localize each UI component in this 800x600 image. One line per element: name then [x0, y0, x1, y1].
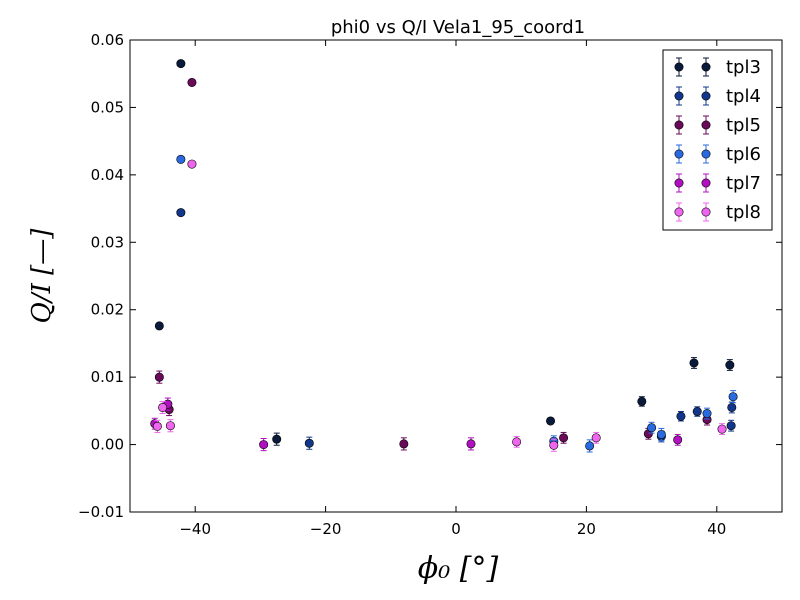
legend-marker [674, 120, 684, 130]
data-point [546, 416, 556, 426]
legend-marker [701, 207, 711, 217]
data-point [647, 423, 657, 433]
legend-marker [674, 62, 684, 72]
data-point [399, 439, 409, 449]
legend-marker [674, 91, 684, 101]
x-tick-label: 40 [707, 520, 726, 538]
x-axis-label: ϕ₀ [°] [418, 551, 499, 586]
data-point [165, 421, 175, 431]
data-point [154, 321, 164, 331]
data-point [717, 424, 727, 434]
legend-marker [701, 62, 711, 72]
data-point [727, 402, 737, 412]
data-point [728, 392, 738, 402]
series-tpl4 [176, 208, 737, 450]
legend-marker [701, 120, 711, 130]
x-tick-label: 0 [451, 520, 461, 538]
legend-marker [701, 178, 711, 188]
data-point [187, 77, 197, 87]
data-point [152, 421, 162, 431]
data-point [187, 159, 197, 169]
y-tick-label: −0.01 [78, 503, 124, 521]
y-tick-label: 0.05 [91, 98, 124, 116]
legend-label: tpl3 [726, 57, 761, 78]
data-point [158, 402, 168, 412]
y-tick-label: 0.02 [91, 301, 124, 319]
y-tick-label: 0.01 [91, 368, 124, 386]
data-point [585, 441, 595, 451]
legend-label: tpl7 [726, 173, 761, 194]
legend-label: tpl5 [726, 115, 761, 136]
x-tick-label: −20 [310, 520, 342, 538]
data-point [176, 59, 186, 69]
y-tick-label: 0.04 [91, 166, 124, 184]
y-tick-label: 0.06 [91, 31, 124, 49]
data-point [559, 433, 569, 443]
legend-label: tpl8 [726, 202, 761, 223]
x-tick-label: −40 [179, 520, 211, 538]
series-tpl3 [154, 59, 735, 446]
legend-label: tpl4 [726, 86, 761, 107]
data-point [692, 407, 702, 417]
y-tick-label: 0.03 [91, 233, 124, 251]
data-point [272, 434, 282, 444]
data-point [591, 433, 601, 443]
data-point [725, 360, 735, 370]
legend-marker [674, 149, 684, 159]
x-tick-label: 20 [577, 520, 596, 538]
data-point [702, 409, 712, 419]
data-point [304, 438, 314, 448]
chart-title: phi0 vs Q/I Vela1_95_coord1 [331, 17, 585, 38]
data-point [549, 440, 559, 450]
data-point [176, 208, 186, 218]
data-point [466, 439, 476, 449]
legend-label: tpl6 [726, 144, 761, 165]
data-points [150, 59, 738, 453]
series-tpl8 [152, 159, 727, 452]
y-axis: −0.01 0.00 0.01 0.02 0.03 0.04 0.05 0.06 [78, 31, 782, 521]
legend-marker [701, 149, 711, 159]
data-point [154, 372, 164, 382]
legend-marker [701, 91, 711, 101]
y-tick-label: 0.00 [91, 436, 124, 454]
legend-marker [674, 207, 684, 217]
data-point [656, 429, 666, 439]
data-point [176, 154, 186, 164]
data-point [512, 437, 522, 447]
data-point [637, 396, 647, 406]
legend-marker [674, 178, 684, 188]
x-axis: −40 −20 0 20 40 [179, 40, 726, 538]
data-point [259, 440, 269, 450]
data-point [676, 411, 686, 421]
data-point [726, 421, 736, 431]
legend-box [662, 49, 773, 231]
data-point [689, 358, 699, 368]
data-point [673, 435, 683, 445]
legend: tpl3 tpl4 tpl5 tpl6 tpl7 tpl8 [662, 49, 773, 231]
y-axis-label: Q/I [—] [27, 228, 57, 324]
